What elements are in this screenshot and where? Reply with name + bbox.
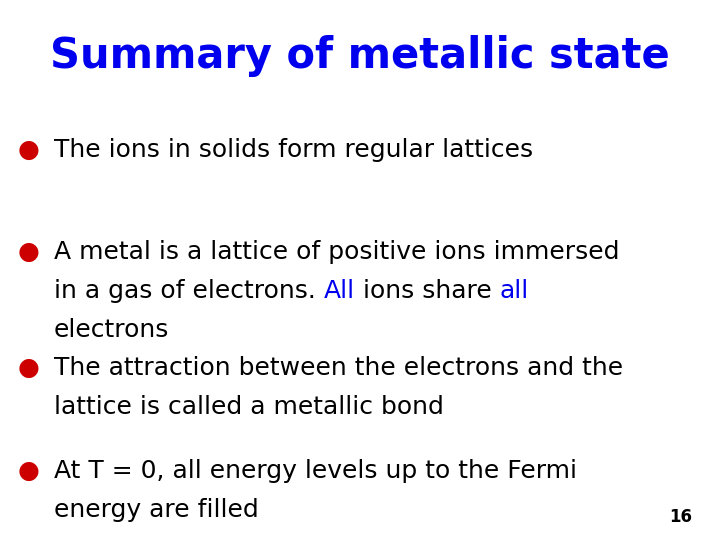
Text: in a gas of electrons.: in a gas of electrons. [54,279,324,303]
Text: The attraction between the electrons and the: The attraction between the electrons and… [54,356,623,380]
Text: A metal is a lattice of positive ions immersed: A metal is a lattice of positive ions im… [54,240,619,264]
Text: All: All [324,279,355,303]
Text: lattice is called a metallic bond: lattice is called a metallic bond [54,395,444,419]
Text: ●: ● [18,138,40,161]
Text: Summary of metallic state: Summary of metallic state [50,35,670,77]
Text: ●: ● [18,459,40,483]
Text: ●: ● [18,240,40,264]
Text: ●: ● [18,356,40,380]
Text: electrons: electrons [54,318,169,342]
Text: The ions in solids form regular lattices: The ions in solids form regular lattices [54,138,533,161]
Text: ions share: ions share [355,279,500,303]
Text: all: all [500,279,529,303]
Text: At T = 0, all energy levels up to the Fermi: At T = 0, all energy levels up to the Fe… [54,459,577,483]
Text: 16: 16 [670,509,693,526]
Text: energy are filled: energy are filled [54,498,258,522]
